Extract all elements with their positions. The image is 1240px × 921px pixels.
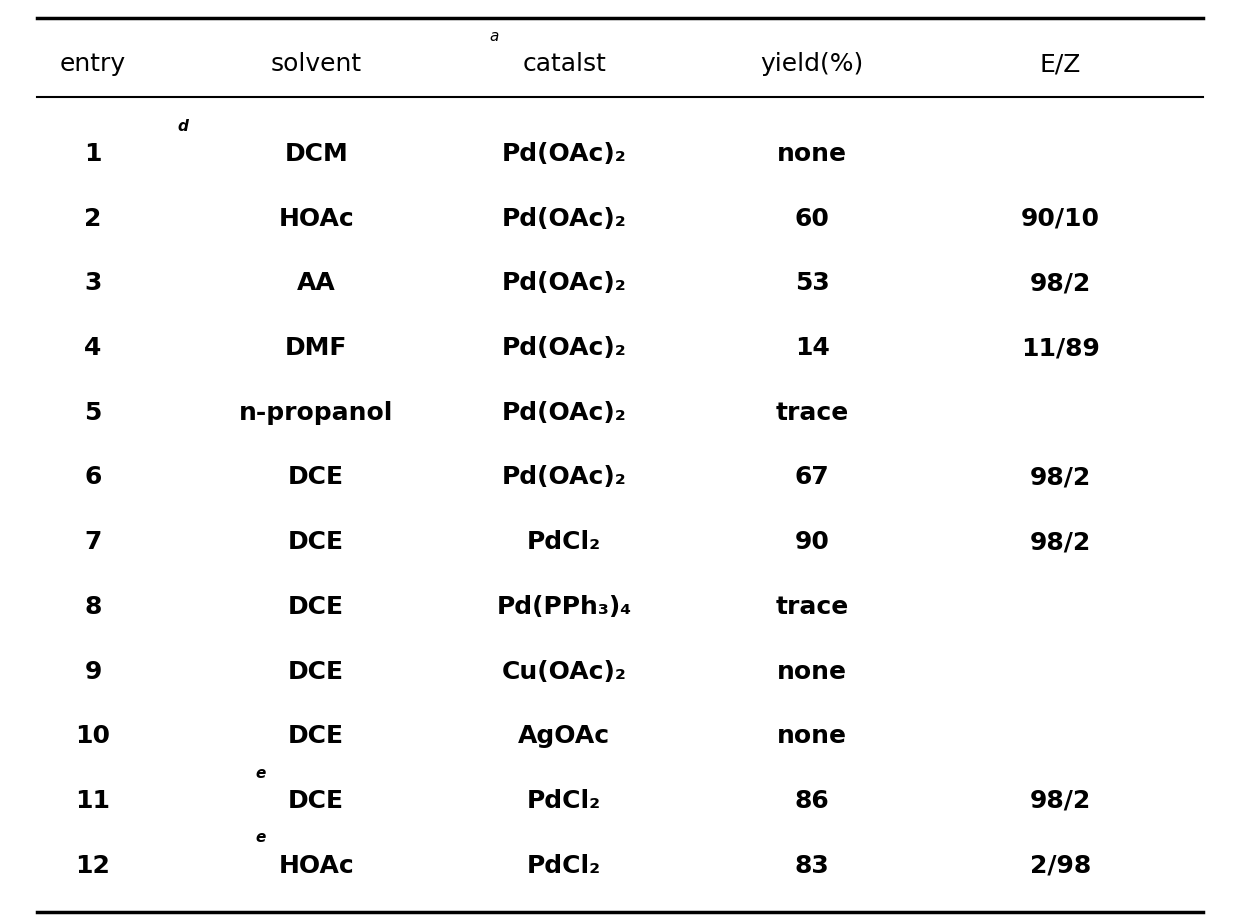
Text: d: d (177, 119, 188, 134)
Text: PdCl₂: PdCl₂ (527, 530, 601, 554)
Text: 98/2: 98/2 (1029, 272, 1091, 296)
Text: 5: 5 (84, 401, 102, 425)
Text: none: none (777, 724, 847, 748)
Text: AgOAc: AgOAc (518, 724, 610, 748)
Text: 67: 67 (795, 465, 830, 489)
Text: none: none (777, 142, 847, 166)
Text: 90: 90 (795, 530, 830, 554)
Text: solvent: solvent (270, 52, 362, 76)
Text: Pd(PPh₃)₄: Pd(PPh₃)₄ (497, 595, 631, 619)
Text: 6: 6 (84, 465, 102, 489)
Text: 98/2: 98/2 (1029, 789, 1091, 813)
Text: Cu(OAc)₂: Cu(OAc)₂ (502, 659, 626, 683)
Text: E/Z: E/Z (1039, 52, 1081, 76)
Text: 14: 14 (795, 336, 830, 360)
Text: DCE: DCE (288, 465, 345, 489)
Text: DCM: DCM (284, 142, 348, 166)
Text: catalst: catalst (522, 52, 606, 76)
Text: 98/2: 98/2 (1029, 530, 1091, 554)
Text: PdCl₂: PdCl₂ (527, 789, 601, 813)
Text: e: e (255, 765, 265, 781)
Text: DCE: DCE (288, 724, 345, 748)
Text: DCE: DCE (288, 595, 345, 619)
Text: HOAc: HOAc (278, 206, 355, 230)
Text: 90/10: 90/10 (1021, 206, 1100, 230)
Text: DCE: DCE (288, 530, 345, 554)
Text: 86: 86 (795, 789, 830, 813)
Text: 83: 83 (795, 854, 830, 878)
Text: trace: trace (775, 595, 849, 619)
Text: 2/98: 2/98 (1029, 854, 1091, 878)
Text: 60: 60 (795, 206, 830, 230)
Text: 11/89: 11/89 (1021, 336, 1100, 360)
Text: 8: 8 (84, 595, 102, 619)
Text: 9: 9 (84, 659, 102, 683)
Text: HOAc: HOAc (278, 854, 355, 878)
Text: AA: AA (296, 272, 336, 296)
Text: n-propanol: n-propanol (239, 401, 393, 425)
Text: 11: 11 (76, 789, 110, 813)
Text: Pd(OAc)₂: Pd(OAc)₂ (502, 206, 626, 230)
Text: DCE: DCE (288, 789, 345, 813)
Text: 2: 2 (84, 206, 102, 230)
Text: none: none (777, 659, 847, 683)
Text: 1: 1 (84, 142, 102, 166)
Text: entry: entry (60, 52, 126, 76)
Text: PdCl₂: PdCl₂ (527, 854, 601, 878)
Text: Pd(OAc)₂: Pd(OAc)₂ (502, 336, 626, 360)
Text: e: e (255, 831, 265, 845)
Text: DMF: DMF (285, 336, 347, 360)
Text: 7: 7 (84, 530, 102, 554)
Text: 10: 10 (76, 724, 110, 748)
Text: Pd(OAc)₂: Pd(OAc)₂ (502, 272, 626, 296)
Text: 4: 4 (84, 336, 102, 360)
Text: Pd(OAc)₂: Pd(OAc)₂ (502, 465, 626, 489)
Text: trace: trace (775, 401, 849, 425)
Text: 3: 3 (84, 272, 102, 296)
Text: Pd(OAc)₂: Pd(OAc)₂ (502, 401, 626, 425)
Text: 53: 53 (795, 272, 830, 296)
Text: a: a (490, 29, 500, 44)
Text: yield(%): yield(%) (760, 52, 864, 76)
Text: 98/2: 98/2 (1029, 465, 1091, 489)
Text: 12: 12 (76, 854, 110, 878)
Text: Pd(OAc)₂: Pd(OAc)₂ (502, 142, 626, 166)
Text: DCE: DCE (288, 659, 345, 683)
